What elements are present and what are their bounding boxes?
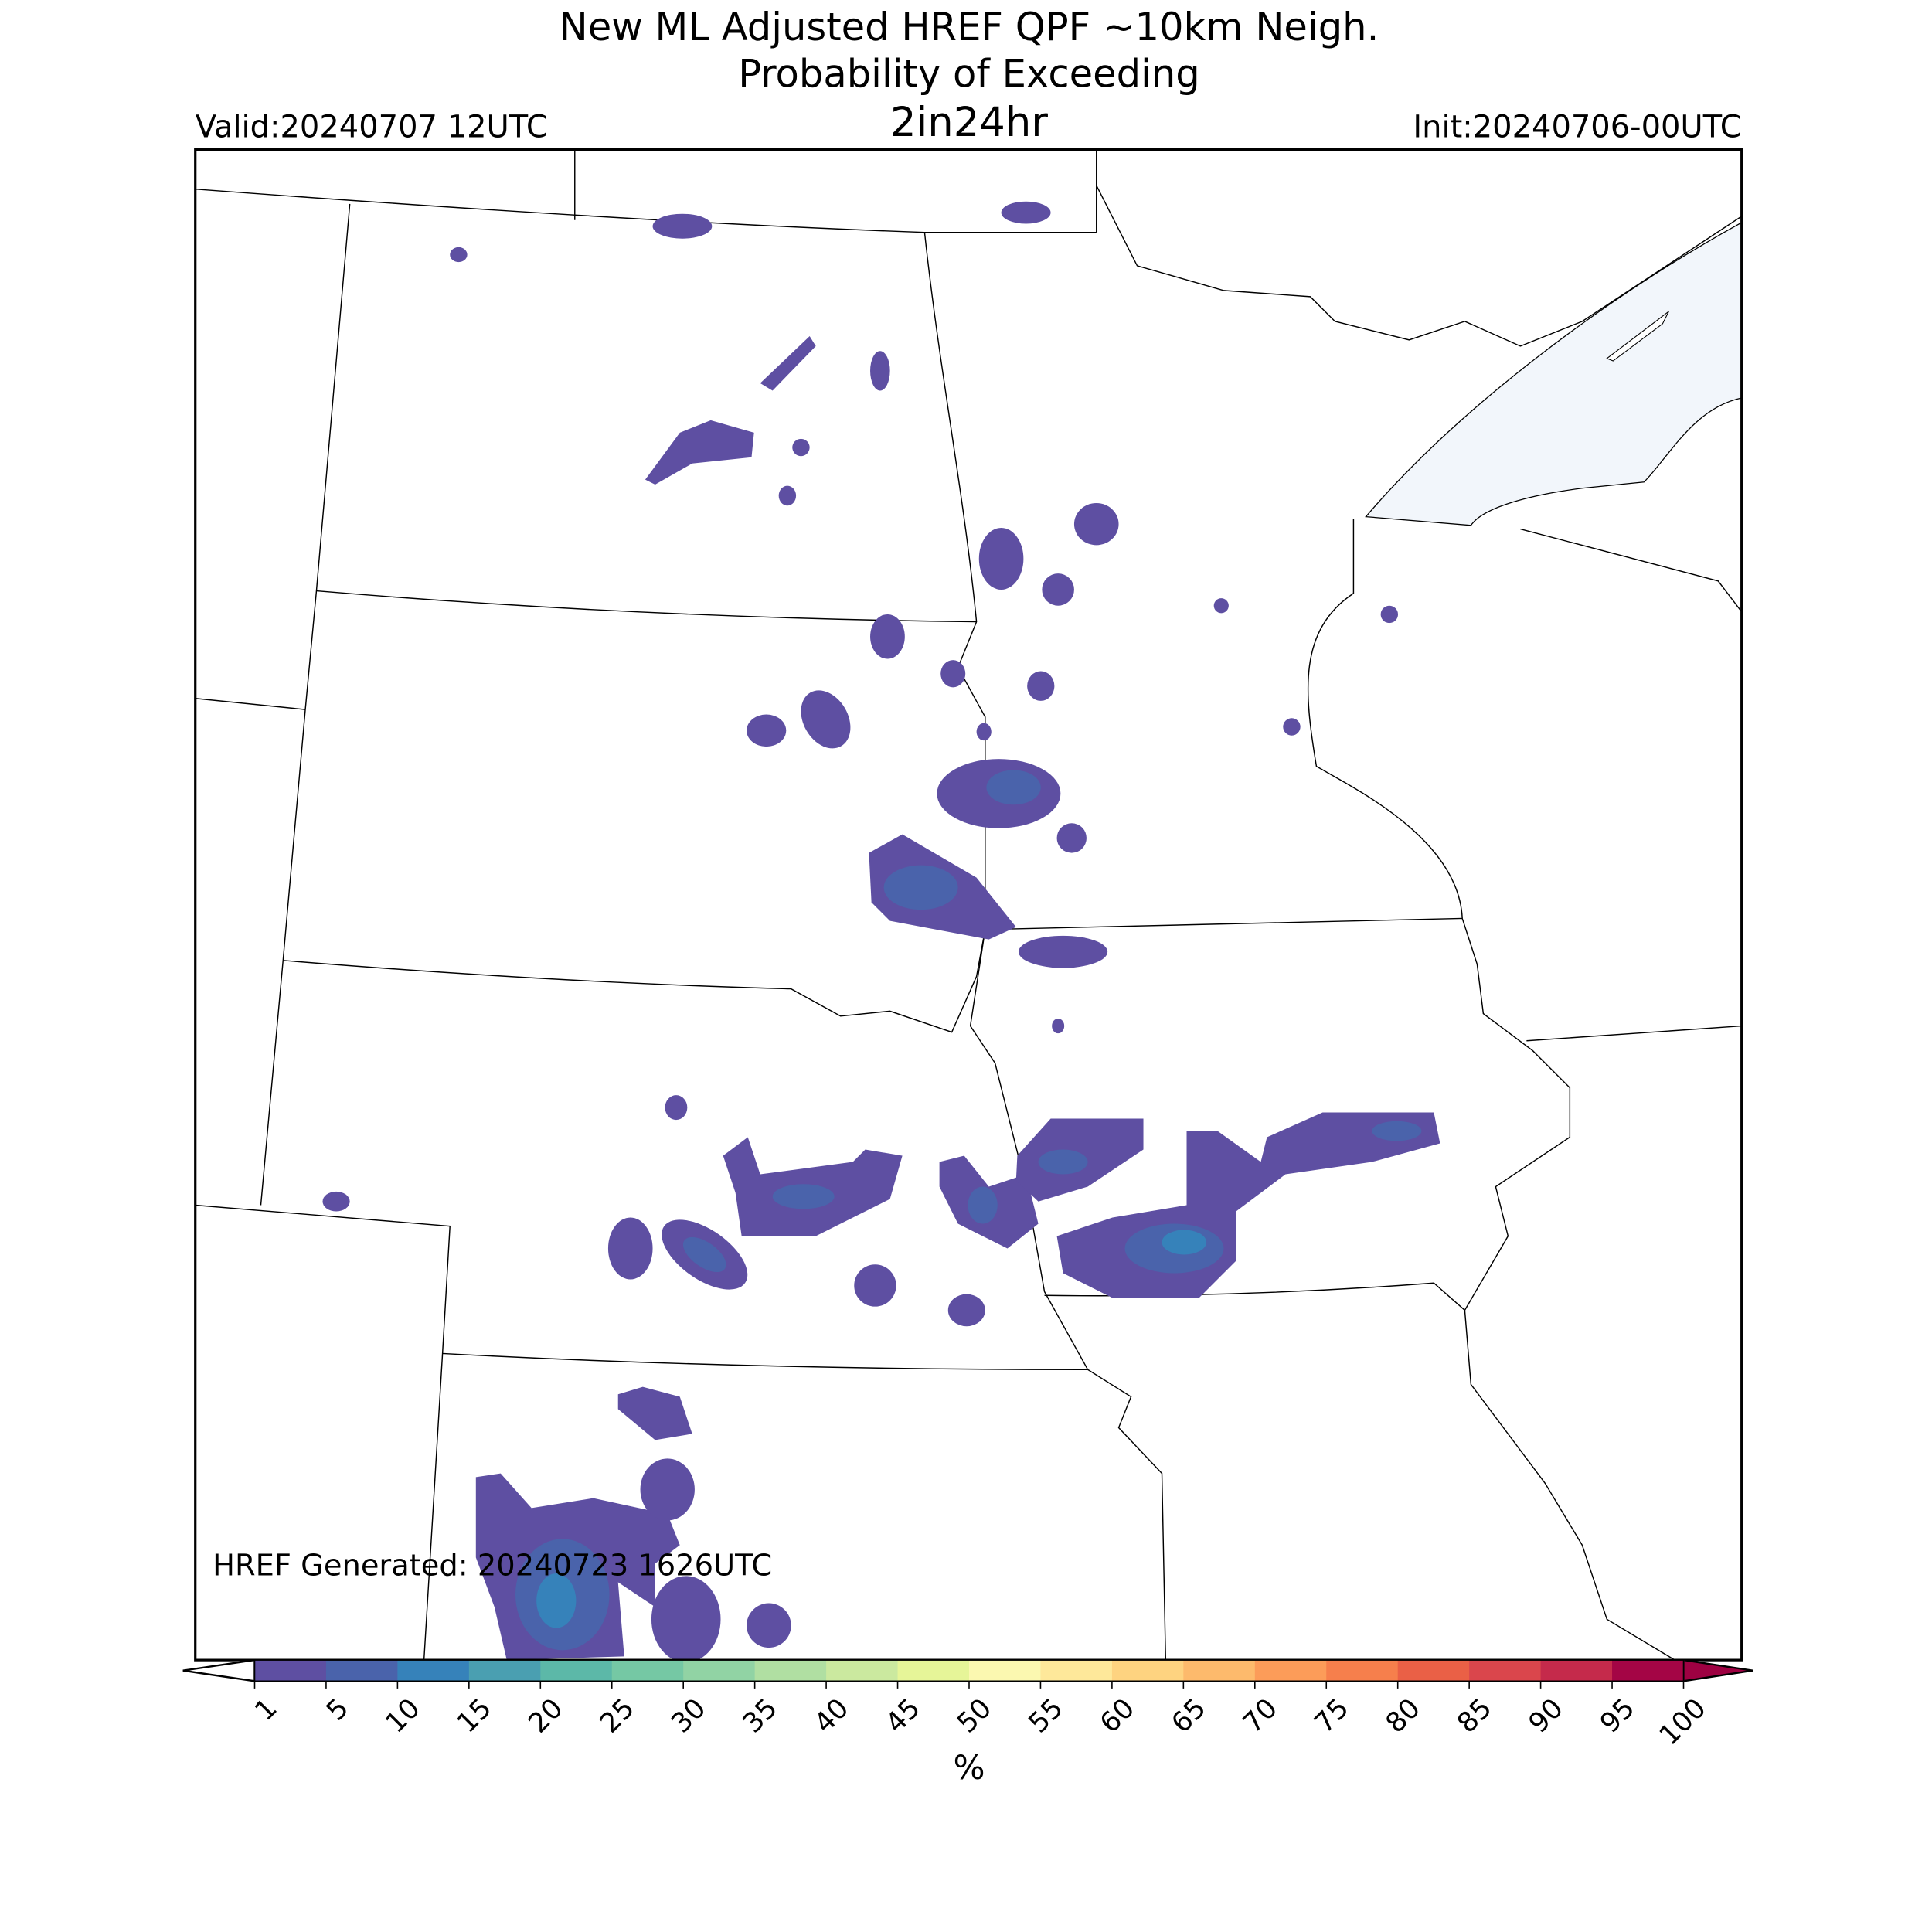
colorbar-segment (540, 1660, 613, 1682)
borders (195, 149, 1743, 1661)
colorbar-segment (1326, 1660, 1399, 1682)
mask (0, 1660, 1932, 1932)
colorbar-segment (754, 1660, 827, 1682)
title-line: Probability of Exceeding (738, 52, 1200, 97)
colorbar-segment (683, 1660, 756, 1682)
annotation: HREF Generated: 20240723 1626UTC (213, 1549, 772, 1583)
colorbar-segment (826, 1660, 899, 1682)
title-line: New ML Adjusted HREF QPF ~10km Neigh. (560, 5, 1379, 49)
colorbar-segment (1540, 1660, 1613, 1682)
valid-time: Valid:20240707 12UTC (196, 109, 548, 145)
colorbar-segment (1111, 1660, 1185, 1682)
colorbar-segment (468, 1660, 542, 1682)
colorbar-label: % (953, 1749, 985, 1787)
colorbar-segment (968, 1660, 1042, 1682)
colorbar-segment (325, 1660, 399, 1682)
init-time: Init:20240706-00UTC (1413, 109, 1741, 145)
colorbar-segment (254, 1660, 327, 1682)
colorbar-segment (1397, 1660, 1470, 1682)
colorbar-segment (1183, 1660, 1256, 1682)
colorbar-segment (1469, 1660, 1542, 1682)
colorbar-segment (1612, 1660, 1685, 1682)
isle-royale (1606, 311, 1669, 362)
colorbar-segment (397, 1660, 470, 1682)
colorbar-segment (1254, 1660, 1328, 1682)
colorbar-segment (1040, 1660, 1113, 1682)
mask (0, 0, 196, 1661)
lake-superior (1365, 221, 1743, 526)
threshold: 2in24hr (890, 99, 1048, 146)
colorbar-segment (611, 1660, 684, 1682)
probability-areas-10 (536, 1230, 1207, 1628)
colorbar-segment (897, 1660, 970, 1682)
